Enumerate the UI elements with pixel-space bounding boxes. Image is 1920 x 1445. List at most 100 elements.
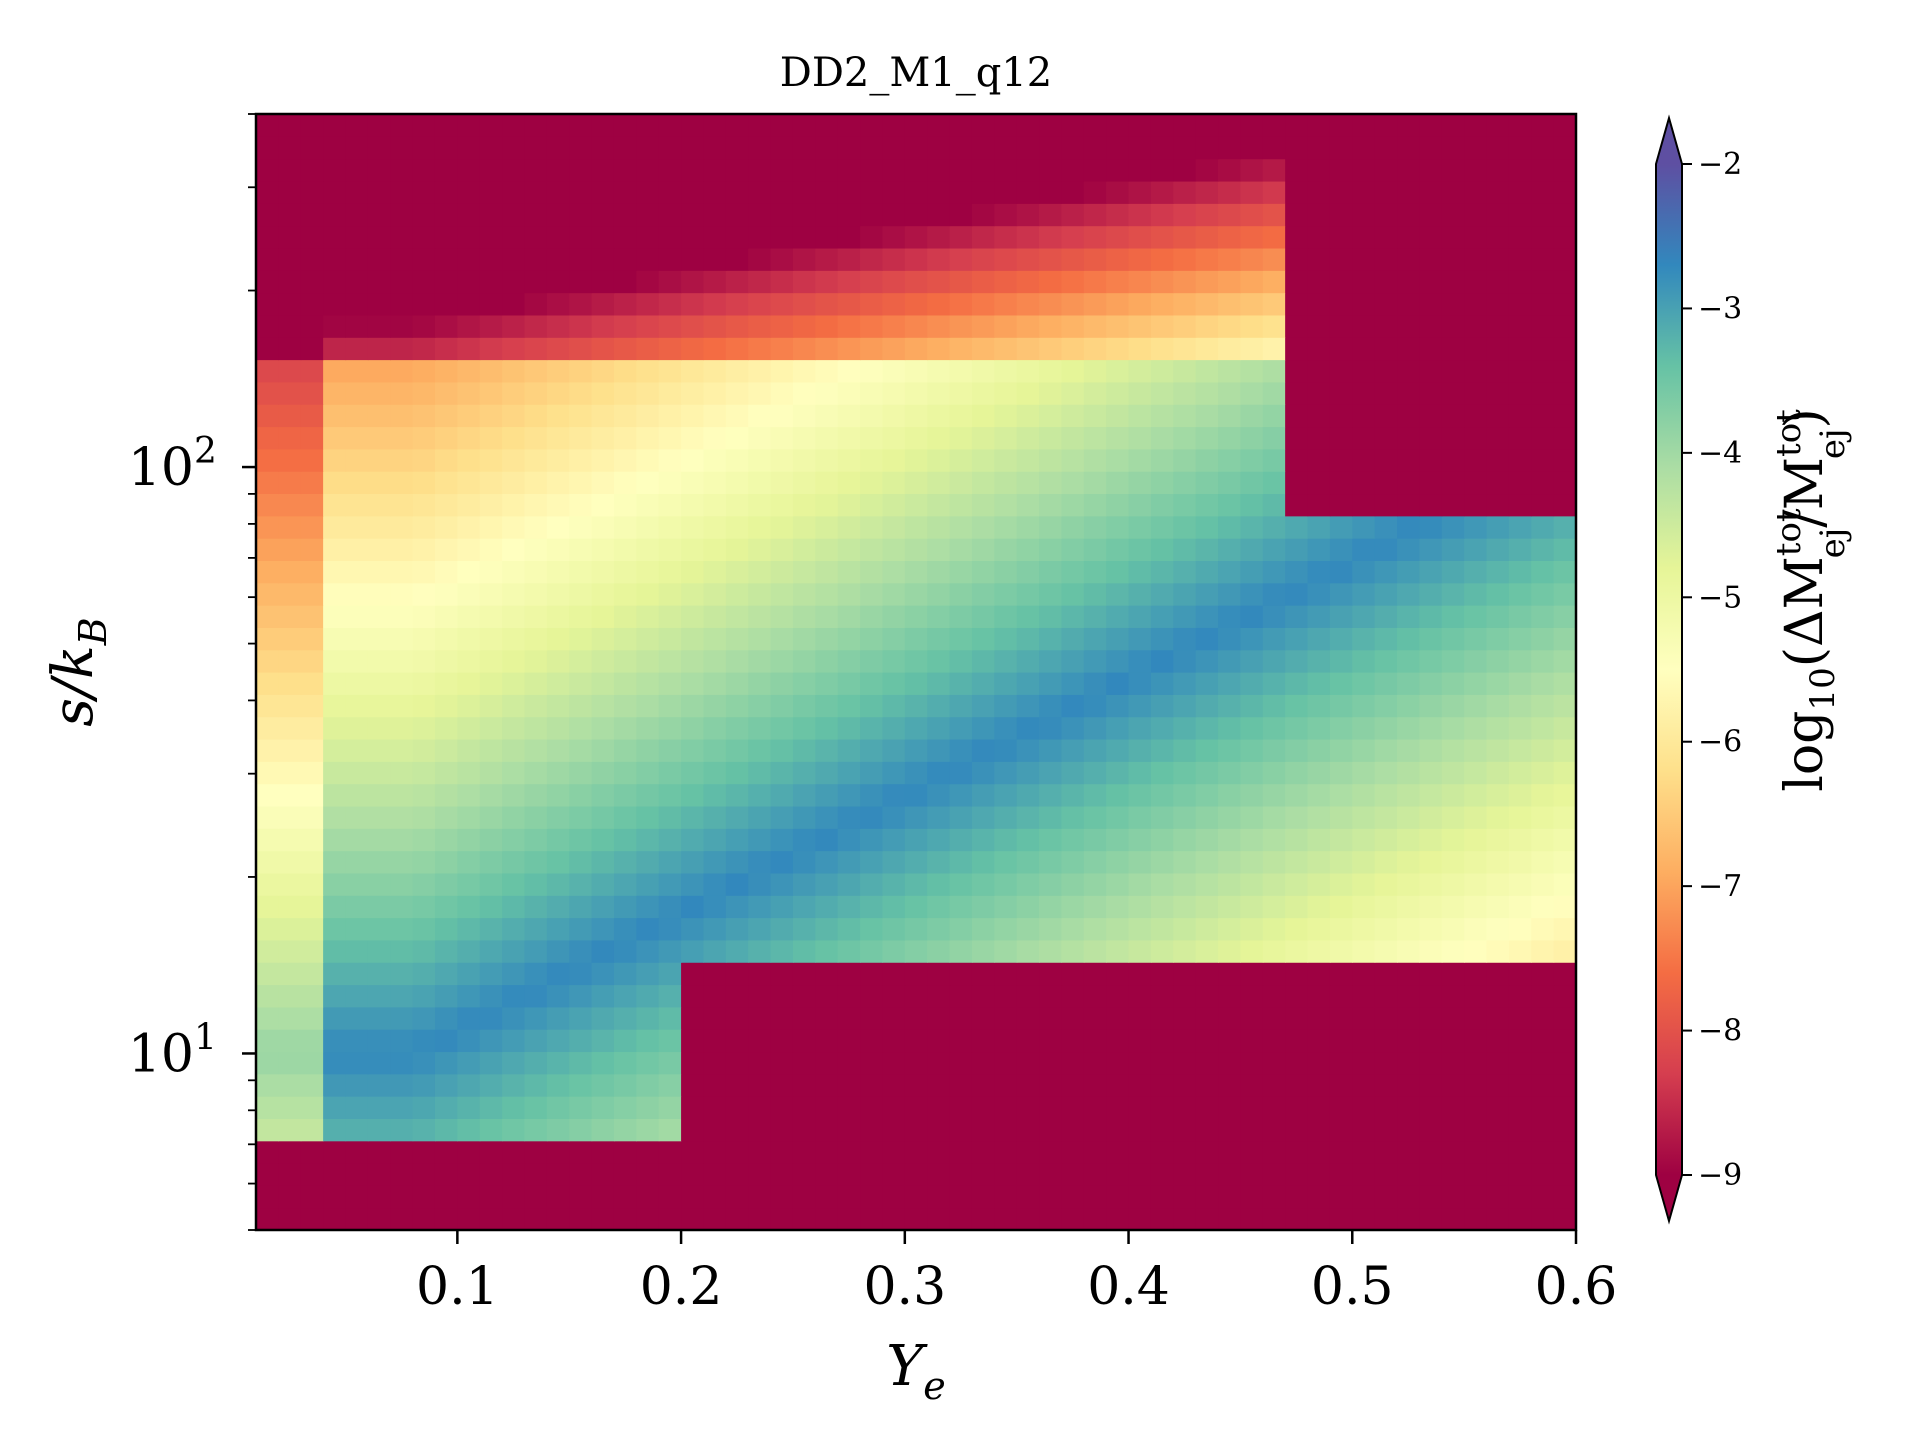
- heatmap-cell: [1419, 136, 1443, 160]
- heatmap-cell: [1553, 158, 1576, 182]
- heatmap-cell: [1173, 158, 1197, 182]
- heatmap-cell: [1106, 225, 1130, 249]
- heatmap-cell: [971, 872, 995, 896]
- heatmap-cell: [815, 1096, 839, 1119]
- heatmap-cell: [860, 270, 884, 294]
- heatmap-cell: [1083, 270, 1107, 294]
- heatmap-cell: [434, 984, 458, 1008]
- heatmap-cell: [882, 917, 906, 941]
- heatmap-cell: [1352, 359, 1376, 383]
- heatmap-cell: [367, 180, 391, 204]
- heatmap-cell: [502, 1006, 526, 1030]
- heatmap-cell: [1016, 962, 1040, 986]
- heatmap-cell: [1307, 560, 1331, 584]
- heatmap-cell: [904, 649, 928, 673]
- heatmap-cell: [1218, 761, 1241, 785]
- heatmap-cell: [502, 292, 526, 316]
- heatmap-cell: [278, 203, 302, 227]
- heatmap-cell: [300, 1185, 324, 1209]
- heatmap-cell: [1240, 984, 1264, 1008]
- heatmap-cell: [904, 1163, 928, 1186]
- heatmap-cell: [345, 761, 369, 785]
- heatmap-cell: [1195, 426, 1219, 450]
- heatmap-cell: [1150, 761, 1174, 785]
- heatmap-cell: [1039, 448, 1063, 472]
- heatmap-cell: [949, 560, 973, 584]
- heatmap-cell: [1039, 962, 1063, 986]
- heatmap-cell: [1374, 582, 1398, 606]
- heatmap-cell: [815, 359, 839, 383]
- heatmap-cell: [1195, 1006, 1219, 1030]
- heatmap-cell: [1285, 225, 1309, 249]
- heatmap-cell: [1218, 605, 1241, 628]
- heatmap-cell: [479, 1051, 503, 1075]
- heatmap-cell: [457, 180, 481, 204]
- heatmap-cell: [390, 850, 414, 874]
- heatmap-cell: [1531, 314, 1555, 338]
- heatmap-cell: [479, 471, 503, 495]
- heatmap-cell: [1173, 114, 1197, 137]
- heatmap-cell: [256, 136, 279, 160]
- heatmap-cell: [345, 471, 369, 495]
- heatmap-cell: [1508, 337, 1532, 361]
- heatmap-cell: [860, 426, 884, 450]
- heatmap-cell: [971, 895, 995, 919]
- heatmap-cell: [323, 761, 347, 785]
- heatmap-cell: [502, 359, 526, 383]
- heatmap-cell: [949, 939, 973, 963]
- heatmap-cell: [546, 1140, 570, 1164]
- heatmap-cell: [1083, 448, 1107, 472]
- heatmap-cell: [479, 404, 503, 428]
- heatmap-cell: [1374, 114, 1398, 137]
- heatmap-cell: [636, 471, 660, 495]
- heatmap-cell: [1240, 627, 1264, 651]
- heatmap-cell: [1486, 783, 1510, 807]
- heatmap-cell: [1016, 605, 1040, 628]
- heatmap-cell: [1352, 783, 1376, 807]
- heatmap-cell: [1486, 605, 1510, 628]
- heatmap-cell: [1061, 828, 1085, 852]
- heatmap-cell: [1262, 225, 1286, 249]
- heatmap-cell: [434, 270, 458, 294]
- heatmap-cell: [502, 716, 526, 740]
- heatmap-cell: [390, 225, 414, 249]
- heatmap-cell: [1508, 605, 1532, 628]
- heatmap-cell: [569, 270, 593, 294]
- heatmap-cell: [591, 1073, 615, 1097]
- heatmap-cell: [367, 1096, 391, 1119]
- heatmap-cell: [1486, 895, 1510, 919]
- heatmap-cell: [658, 850, 682, 874]
- heatmap-cell: [1128, 716, 1152, 740]
- heatmap-cell: [1464, 560, 1488, 584]
- heatmap-cell: [1218, 314, 1241, 338]
- heatmap-cell: [1128, 1073, 1152, 1097]
- heatmap-cell: [1553, 136, 1576, 160]
- heatmap-cell: [1531, 493, 1555, 517]
- heatmap-cell: [1352, 1207, 1376, 1230]
- heatmap-cell: [703, 404, 727, 428]
- heatmap-cell: [949, 158, 973, 182]
- heatmap-cell: [703, 560, 727, 584]
- heatmap-cell: [904, 560, 928, 584]
- heatmap-cell: [949, 1073, 973, 1097]
- heatmap-cell: [613, 515, 637, 539]
- heatmap-cell: [1307, 672, 1331, 695]
- heatmap-cell: [1150, 627, 1174, 651]
- heatmap-cell: [1128, 1163, 1152, 1186]
- heatmap-cell: [1128, 404, 1152, 428]
- heatmap-cell: [1441, 1207, 1465, 1230]
- heatmap-cell: [1262, 203, 1286, 227]
- heatmap-cell: [792, 1006, 816, 1030]
- heatmap-cell: [636, 560, 660, 584]
- heatmap-cell: [1039, 1140, 1063, 1164]
- heatmap-cell: [1285, 1207, 1309, 1230]
- heatmap-cell: [971, 694, 995, 718]
- heatmap-cell: [1464, 1185, 1488, 1209]
- heatmap-cell: [1486, 627, 1510, 651]
- heatmap-cell: [1464, 1207, 1488, 1230]
- heatmap-cell: [1195, 114, 1219, 137]
- heatmap-cell: [1150, 694, 1174, 718]
- heatmap-cell: [1374, 1207, 1398, 1230]
- heatmap-cell: [1083, 203, 1107, 227]
- heatmap-cell: [256, 850, 279, 874]
